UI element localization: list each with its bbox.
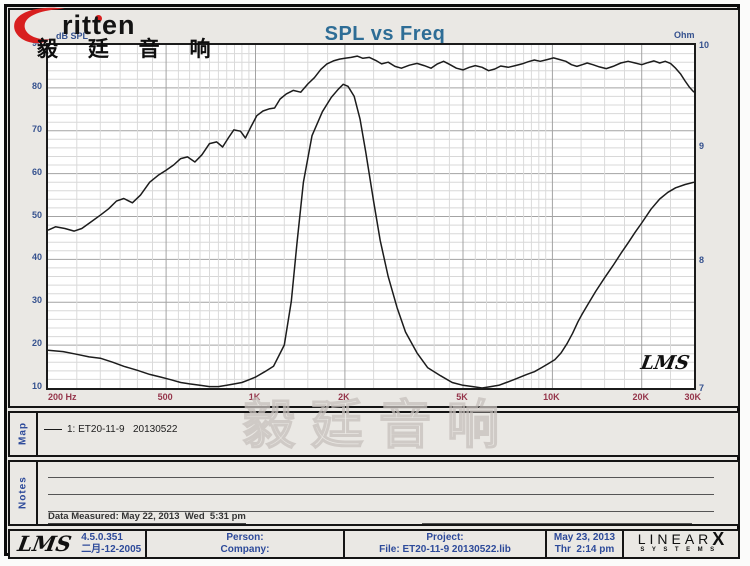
y-right-tick-label: 10 — [699, 40, 710, 50]
note-ruled-line — [48, 494, 714, 495]
notes-section: Notes Data Measured: May 22, 2013 Wed 5:… — [8, 460, 740, 526]
legend-line-swatch — [44, 429, 62, 430]
brand-logo: ritten 毅 廷 音 响 — [10, 4, 211, 61]
lms-logo: LMS — [15, 531, 74, 556]
project-label: Project: — [426, 532, 464, 543]
footer-cell-person: Person: Company: — [147, 531, 345, 557]
data-measured-text: Data Measured: May 22, 2013 Wed 5:31 pm — [48, 511, 246, 524]
x-tick-label: 2K — [338, 392, 350, 402]
x-tick-label: 30K — [684, 392, 701, 402]
y-left-tick-label: 60 — [31, 166, 42, 177]
map-strip — [10, 413, 38, 455]
y-left-tick-label: 20 — [31, 338, 42, 349]
x-tick-label: 20K — [632, 392, 649, 402]
notes-label: Notes — [17, 476, 29, 510]
app-version-date: 二月-12-2005 — [81, 544, 142, 555]
lms-plot-watermark: LMS — [639, 352, 692, 374]
y-left-tick-label: 10 — [31, 381, 42, 391]
report-time: Thr 2:14 pm — [554, 544, 615, 555]
y-left-tick-label: 50 — [31, 209, 42, 220]
note-ruled-line — [422, 523, 692, 524]
brand-dot-icon — [95, 15, 102, 22]
linearx-word: LINEAR — [637, 530, 713, 547]
x-tick-label: 1K — [248, 392, 261, 402]
legend-text: 1: ET20-11-9 20130522 — [67, 424, 178, 435]
x-tick-label: 10K — [543, 392, 560, 402]
report-date: May 23, 2013 — [553, 532, 616, 543]
y-left-tick-label: 30 — [31, 295, 42, 306]
x-tick-label: 500 — [157, 392, 173, 402]
legend-item[interactable]: 1: ET20-11-9 20130522 — [44, 424, 177, 435]
plot-area[interactable] — [46, 43, 696, 390]
y-right-tick-label: 7 — [699, 383, 705, 393]
map-section: Map 1: ET20-11-9 20130522 — [8, 411, 740, 457]
note-ruled-line — [48, 511, 714, 512]
y-right-tick-label: 8 — [699, 254, 705, 265]
note-ruled-line — [48, 477, 714, 478]
x-tick-label: 200 Hz — [48, 392, 77, 402]
map-label: Map — [17, 422, 29, 446]
x-tick-label: 5K — [456, 392, 468, 402]
footer-cell-project: Project: File: ET20-11-9 20130522.lib — [345, 531, 547, 557]
y-left-tick-label: 80 — [31, 80, 42, 91]
footer-cell-version: LMS 4.5.0.351 二月-12-2005 — [10, 531, 147, 557]
notes-strip — [10, 462, 38, 524]
linearx-logo: LINEAR X SYSTEMS — [624, 528, 738, 557]
file-label: File: ET20-11-9 20130522.lib — [379, 544, 511, 555]
db-spl-axis-label: dB SPL — [56, 31, 89, 41]
linearx-sub: SYSTEMS — [640, 546, 722, 553]
ohm-axis-label: Ohm — [674, 30, 695, 40]
plot-canvas[interactable] — [48, 45, 694, 388]
y-left-tick-label: 70 — [31, 123, 42, 134]
y-left-tick-label: 40 — [31, 252, 42, 263]
footer-cell-datetime: May 23, 2013 Thr 2:14 pm — [547, 531, 624, 557]
impedance-curve — [48, 83, 694, 388]
app-version: 4.5.0.351 — [81, 532, 123, 543]
spl-curve — [48, 55, 694, 232]
y-right-tick-label: 9 — [699, 141, 705, 152]
brand-swoosh-icon — [14, 7, 65, 44]
brand-word: ritten — [62, 10, 136, 40]
footer-bar: LMS 4.5.0.351 二月-12-2005 Person: Company… — [8, 529, 740, 559]
person-label: Person: — [226, 532, 264, 543]
brand-cn-text: 毅 廷 音 响 — [37, 38, 223, 61]
company-label: Company: — [220, 544, 270, 555]
linearx-x: X — [712, 528, 725, 549]
